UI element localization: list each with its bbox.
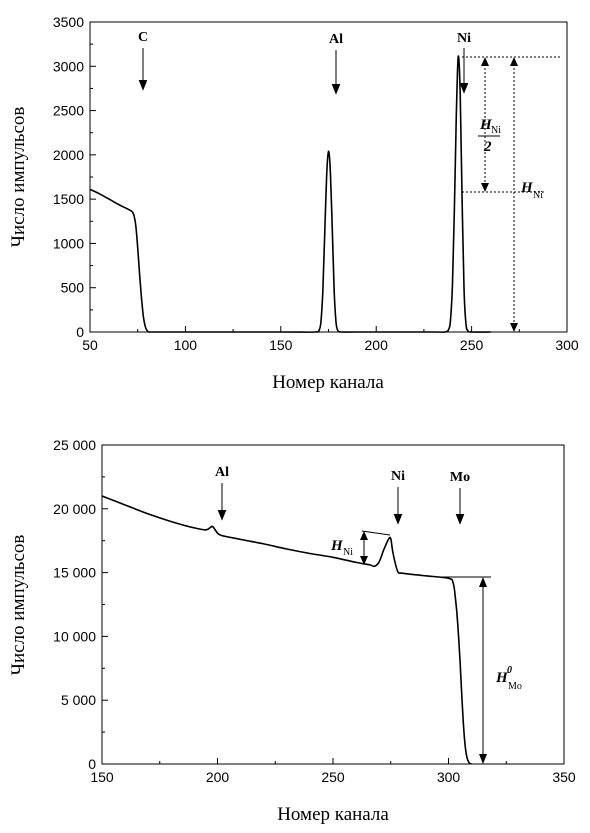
bottom-y-tick-label: 0	[88, 756, 96, 772]
bottom-y-tick-label: 25 000	[53, 437, 96, 453]
top-chart: 50 100 150 200 250 30005001000150020002500300…	[8, 14, 579, 393]
bottom-peak-arrow-al	[217, 483, 227, 521]
bottom-y-tick-label: 10 000	[53, 628, 96, 644]
top-y-tick-label: 3000	[53, 58, 84, 74]
top-full-height-sub: Ni	[533, 190, 543, 201]
bottom-peak-label-al: Al	[215, 465, 229, 480]
top-peak-label-c: C	[138, 30, 148, 45]
top-peak-arrow-ni	[459, 48, 469, 94]
top-x-tick-label: 300	[555, 337, 579, 353]
bottom-x-tick-label: 250	[321, 769, 345, 785]
top-height-dashed-lines	[462, 56, 560, 330]
top-x-tick-label: 250	[460, 337, 484, 353]
bottom-mo-arrowheads	[479, 577, 487, 764]
top-x-tick-label: 150	[269, 337, 293, 353]
top-peak-arrow-c	[138, 48, 148, 91]
top-plot-frame	[89, 21, 568, 333]
bottom-peak-arrow-ni	[393, 487, 403, 525]
bottom-mo-height-lines	[440, 576, 491, 763]
bottom-y-tick-label: 20 000	[53, 501, 96, 517]
bottom-ni-arrowheads	[360, 531, 368, 565]
top-height-arrowheads	[481, 57, 518, 332]
top-peak-label-ni: Ni	[457, 31, 471, 46]
bottom-y-axis-title: Число импульсов	[8, 535, 29, 676]
top-y-tick-label: 3500	[53, 14, 84, 30]
bottom-peak-label-ni: Ni	[391, 469, 405, 484]
top-peak-arrow-al	[331, 50, 341, 95]
bottom-x-tick-label: 200	[206, 769, 230, 785]
top-x-axis-title: Номер канала	[272, 372, 384, 393]
bottom-x-tick-label: 350	[552, 769, 576, 785]
top-half-divisor: 2	[483, 139, 492, 155]
bottom-peak-arrow-mo	[455, 488, 465, 525]
bottom-plot-frame	[101, 444, 565, 765]
bottom-axis-ticks: 150 200 250 300 350 0 5 000 10 000 15 000 20 000 2…	[53, 437, 576, 785]
top-y-axis-title: Число импульсов	[8, 107, 29, 248]
bottom-peak-label-mo: Mo	[450, 470, 470, 485]
top-y-tick-label: 1000	[53, 235, 84, 251]
top-y-tick-label: 2000	[53, 147, 84, 163]
top-x-tick-label: 50	[82, 337, 98, 353]
bottom-y-tick-label: 5 000	[61, 692, 96, 708]
top-y-tick-label: 1500	[53, 191, 84, 207]
top-x-tick-label: 100	[174, 337, 198, 353]
bottom-mo-height-sup: 0	[507, 665, 512, 676]
bottom-ni-height-sub: Ni	[343, 547, 353, 558]
bottom-x-axis-title: Номер канала	[277, 804, 389, 825]
bottom-y-tick-label: 15 000	[53, 565, 96, 581]
bottom-mo-height-label: H	[495, 670, 509, 686]
top-y-tick-label: 2500	[53, 103, 84, 119]
bottom-spectrum-line	[101, 495, 472, 765]
bottom-ni-height-label: H	[330, 538, 344, 554]
top-half-height-sub: Ni	[491, 125, 501, 136]
top-spectrum-line	[89, 55, 491, 333]
top-x-tick-label: 200	[365, 337, 389, 353]
top-half-height-label: H	[479, 117, 493, 133]
top-y-tick-label: 500	[61, 280, 85, 296]
top-y-tick-label: 0	[76, 324, 84, 340]
bottom-chart: 150 200 250 300 350 0 5 000 10 000 15 000 20 000 2…	[8, 437, 576, 825]
top-full-height-label: H	[520, 180, 534, 196]
top-axis-ticks: 50 100 150 200 250 30005001000150020002500300…	[53, 14, 579, 353]
bottom-mo-height-sub: Mo	[508, 681, 522, 692]
bottom-x-tick-label: 150	[90, 769, 114, 785]
top-peak-label-al: Al	[329, 32, 343, 47]
bottom-x-tick-label: 300	[437, 769, 461, 785]
